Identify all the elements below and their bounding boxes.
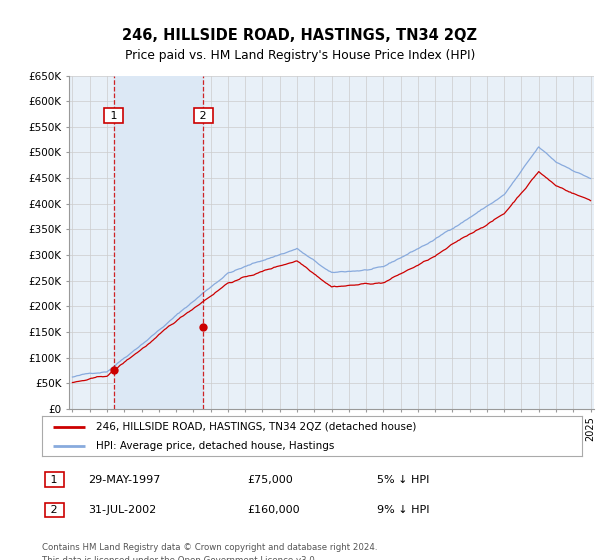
Text: Price paid vs. HM Land Registry's House Price Index (HPI): Price paid vs. HM Land Registry's House … (125, 49, 475, 63)
Text: 2: 2 (196, 110, 211, 120)
Text: 9% ↓ HPI: 9% ↓ HPI (377, 505, 430, 515)
Text: 1: 1 (107, 110, 121, 120)
Text: 246, HILLSIDE ROAD, HASTINGS, TN34 2QZ (detached house): 246, HILLSIDE ROAD, HASTINGS, TN34 2QZ (… (96, 422, 416, 432)
Text: Contains HM Land Registry data © Crown copyright and database right 2024.
This d: Contains HM Land Registry data © Crown c… (42, 543, 377, 560)
Text: 31-JUL-2002: 31-JUL-2002 (88, 505, 156, 515)
Text: 2: 2 (47, 505, 62, 515)
Text: £75,000: £75,000 (247, 475, 293, 485)
Text: 246, HILLSIDE ROAD, HASTINGS, TN34 2QZ: 246, HILLSIDE ROAD, HASTINGS, TN34 2QZ (122, 28, 478, 43)
Bar (113, 76, 203, 409)
Text: £160,000: £160,000 (247, 505, 300, 515)
Text: HPI: Average price, detached house, Hastings: HPI: Average price, detached house, Hast… (96, 441, 334, 450)
Text: 29-MAY-1997: 29-MAY-1997 (88, 475, 160, 485)
Text: 5% ↓ HPI: 5% ↓ HPI (377, 475, 429, 485)
Text: 1: 1 (47, 475, 61, 485)
